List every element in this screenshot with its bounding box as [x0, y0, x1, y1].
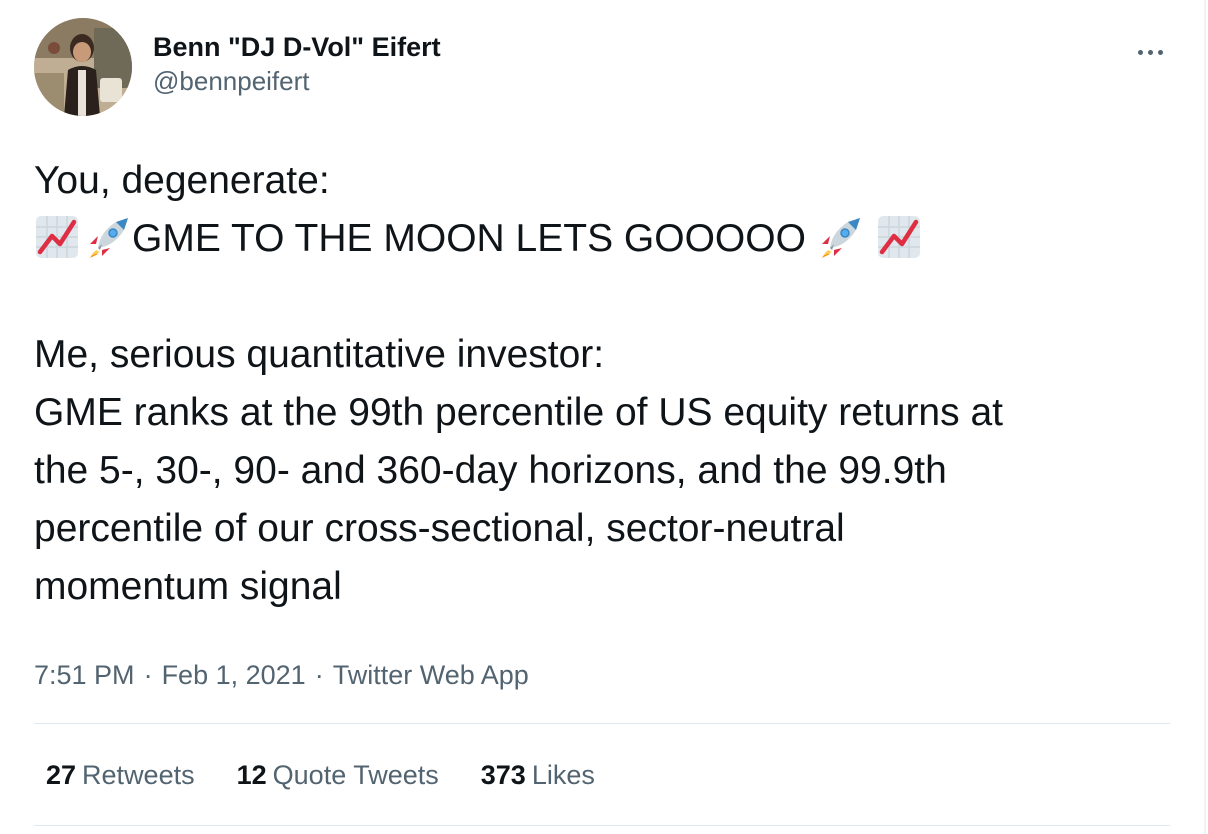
tweet-meta: 7:51 PM · Feb 1, 2021 · Twitter Web App [34, 655, 529, 695]
author-block[interactable]: Benn "DJ D-Vol" Eifert @bennpeifert [153, 30, 441, 98]
profile-photo-icon [34, 18, 132, 116]
tweet-text-line: percentile of our cross-sectional, secto… [34, 507, 845, 550]
tweet-text-blank-line [34, 268, 1174, 326]
tweet-source-link[interactable]: Twitter Web App [332, 660, 529, 690]
quote-tweets-stat[interactable]: 12 Quote Tweets [237, 755, 439, 795]
divider [34, 723, 1170, 724]
tweet-text-emphasis: GME TO THE MOON LETS GOOOOO [132, 217, 806, 260]
avatar[interactable] [34, 18, 132, 116]
more-options-icon[interactable] [1130, 42, 1170, 62]
tweet-timestamp[interactable]: 7:51 PM · Feb 1, 2021 [34, 660, 306, 690]
display-name[interactable]: Benn "DJ D-Vol" Eifert [153, 32, 441, 62]
user-handle[interactable]: @bennpeifert [153, 66, 310, 96]
retweets-count: 27 [46, 760, 77, 790]
retweets-stat[interactable]: 27 Retweets [46, 755, 195, 795]
meta-separator: · [314, 660, 324, 690]
likes-count: 373 [480, 760, 526, 790]
likes-stat[interactable]: 373 Likes [481, 755, 595, 795]
quote-tweets-count: 12 [236, 760, 267, 790]
chart-increasing-icon [34, 214, 80, 260]
rocket-icon [86, 214, 132, 260]
tweet-text-line: Me, serious quantitative investor: [34, 333, 605, 376]
likes-label: Likes [531, 760, 595, 790]
tweet-date: Feb 1, 2021 [161, 660, 306, 690]
tweet-text-line: GME ranks at the 99th percentile of US e… [34, 391, 1003, 434]
tweet-header: Benn "DJ D-Vol" Eifert @bennpeifert [34, 18, 1174, 118]
meta-separator: · [143, 660, 153, 690]
retweets-label: Retweets [82, 760, 195, 790]
quote-tweets-label: Quote Tweets [272, 760, 439, 790]
tweet-time: 7:51 PM [34, 660, 135, 690]
rocket-icon [818, 214, 864, 260]
tweet-text-line-emoji: GME TO THE MOON LETS GOOOOO [34, 210, 1174, 268]
tweet-text-line: the 5-, 30-, 90- and 360-day horizons, a… [34, 449, 947, 492]
tweet-stats: 27 Retweets 12 Quote Tweets 373 Likes [46, 755, 595, 795]
tweet-text-line: momentum signal [34, 565, 342, 608]
divider [34, 825, 1170, 826]
tweet-text: You, degenerate: [34, 152, 1174, 616]
chart-increasing-icon [876, 214, 922, 260]
tweet-text-line: You, degenerate: [34, 159, 330, 202]
